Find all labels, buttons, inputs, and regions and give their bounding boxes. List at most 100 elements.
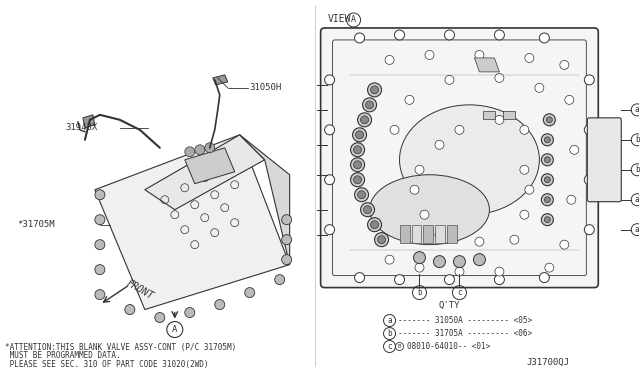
- Ellipse shape: [399, 105, 540, 215]
- Polygon shape: [474, 58, 499, 72]
- Circle shape: [353, 146, 362, 154]
- Circle shape: [444, 275, 454, 285]
- Circle shape: [374, 232, 388, 247]
- Text: b: b: [417, 288, 422, 297]
- Circle shape: [355, 188, 369, 202]
- Circle shape: [584, 75, 595, 85]
- Circle shape: [358, 113, 372, 127]
- Circle shape: [360, 203, 374, 217]
- Ellipse shape: [369, 175, 490, 245]
- Polygon shape: [145, 135, 265, 210]
- Circle shape: [475, 51, 484, 60]
- Text: c: c: [387, 342, 392, 351]
- Circle shape: [545, 137, 550, 143]
- Text: b: b: [635, 135, 639, 144]
- Text: a: a: [635, 195, 639, 204]
- Circle shape: [364, 206, 372, 214]
- Circle shape: [385, 255, 394, 264]
- Circle shape: [353, 161, 362, 169]
- Circle shape: [560, 240, 569, 249]
- Circle shape: [356, 131, 364, 139]
- Circle shape: [455, 125, 464, 134]
- Circle shape: [540, 273, 549, 283]
- Text: b: b: [635, 165, 639, 174]
- Circle shape: [540, 33, 549, 43]
- Circle shape: [495, 115, 504, 124]
- Circle shape: [125, 305, 135, 315]
- Circle shape: [205, 143, 215, 153]
- Circle shape: [495, 30, 504, 40]
- Circle shape: [454, 256, 465, 267]
- Circle shape: [445, 76, 454, 84]
- Circle shape: [584, 125, 595, 135]
- Circle shape: [545, 217, 550, 223]
- Circle shape: [420, 210, 429, 219]
- Circle shape: [351, 158, 365, 172]
- Circle shape: [95, 215, 105, 225]
- Text: Q'TY: Q'TY: [438, 301, 460, 310]
- Circle shape: [444, 30, 454, 40]
- Circle shape: [185, 308, 195, 318]
- Polygon shape: [212, 75, 228, 85]
- Circle shape: [520, 125, 529, 134]
- Circle shape: [324, 125, 335, 135]
- Circle shape: [545, 263, 554, 272]
- Circle shape: [365, 101, 374, 109]
- Circle shape: [360, 116, 369, 124]
- Circle shape: [378, 236, 385, 244]
- Circle shape: [565, 95, 574, 105]
- Circle shape: [95, 190, 105, 200]
- Circle shape: [425, 51, 434, 60]
- Text: *31705M: *31705M: [17, 220, 55, 229]
- Circle shape: [547, 117, 552, 123]
- Polygon shape: [95, 135, 290, 310]
- Text: ------- 31705A --------- <06>: ------- 31705A --------- <06>: [397, 329, 532, 338]
- Text: a: a: [635, 105, 639, 114]
- Text: 31050H: 31050H: [250, 83, 282, 92]
- Circle shape: [282, 215, 292, 225]
- Text: PLEASE SEE SEC. 310 OF PART CODE 31020(2WD): PLEASE SEE SEC. 310 OF PART CODE 31020(2…: [5, 360, 209, 369]
- Polygon shape: [185, 148, 235, 184]
- Circle shape: [95, 240, 105, 250]
- Circle shape: [324, 75, 335, 85]
- Polygon shape: [240, 135, 290, 264]
- Text: J31700QJ: J31700QJ: [526, 357, 570, 366]
- Circle shape: [371, 221, 378, 229]
- Circle shape: [495, 275, 504, 285]
- Circle shape: [282, 235, 292, 245]
- Bar: [435, 225, 445, 243]
- Bar: [424, 225, 433, 243]
- Circle shape: [355, 273, 365, 283]
- Circle shape: [95, 289, 105, 299]
- Circle shape: [520, 210, 529, 219]
- Text: A: A: [351, 16, 356, 25]
- Circle shape: [475, 237, 484, 246]
- Circle shape: [367, 83, 381, 97]
- Circle shape: [353, 176, 362, 184]
- Circle shape: [215, 299, 225, 310]
- Text: a: a: [387, 316, 392, 325]
- Text: VIEW: VIEW: [328, 14, 351, 24]
- Circle shape: [541, 214, 554, 226]
- Circle shape: [541, 174, 554, 186]
- Bar: [447, 225, 458, 243]
- Text: a: a: [635, 225, 639, 234]
- Circle shape: [570, 145, 579, 154]
- Circle shape: [351, 143, 365, 157]
- Text: FRONT: FRONT: [125, 278, 156, 302]
- Text: A: A: [172, 325, 177, 334]
- Circle shape: [435, 140, 444, 149]
- Bar: [504, 111, 515, 119]
- Circle shape: [385, 55, 394, 64]
- Circle shape: [545, 197, 550, 203]
- Circle shape: [545, 177, 550, 183]
- Circle shape: [282, 255, 292, 264]
- Circle shape: [520, 165, 529, 174]
- Text: B: B: [398, 344, 401, 349]
- Circle shape: [413, 251, 426, 264]
- Circle shape: [390, 125, 399, 134]
- Circle shape: [394, 30, 404, 40]
- Circle shape: [95, 264, 105, 275]
- Circle shape: [355, 33, 365, 43]
- Circle shape: [394, 275, 404, 285]
